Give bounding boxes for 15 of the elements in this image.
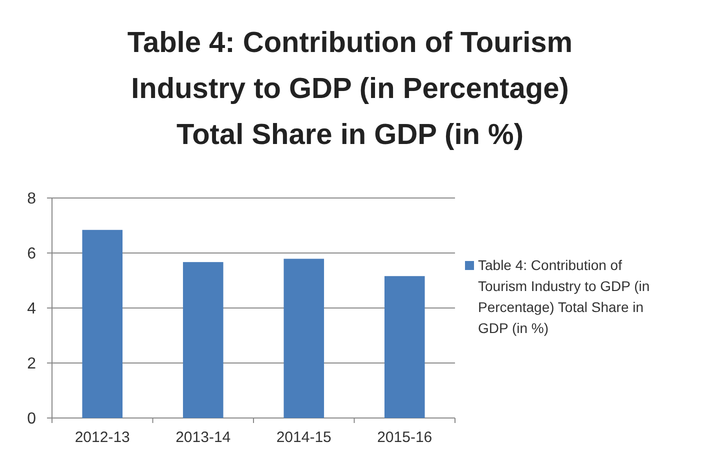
y-tick-label: 4 xyxy=(27,300,36,318)
x-tick-label: 2015-16 xyxy=(377,429,432,446)
bar xyxy=(182,262,224,418)
x-tick-label: 2013-14 xyxy=(176,429,231,446)
y-tick-label: 8 xyxy=(27,190,36,208)
x-tick-label: 2014-15 xyxy=(276,429,332,446)
x-tick-label: 2012-13 xyxy=(74,429,130,446)
y-tick-label: 2 xyxy=(27,356,36,373)
chart-title: Table 4: Contribution of Tourism Industry to GDP (in Percentage) Total Share in GDP (in %) xyxy=(127,27,573,151)
y-tick-label: 0 xyxy=(27,410,36,428)
legend-label: Table 4: Contribution of Tourism Industry to GDP (in Percentage) Total Share in GDP (in %) xyxy=(478,257,650,336)
bar xyxy=(384,276,425,418)
y-tick-label: 6 xyxy=(27,246,36,263)
bar xyxy=(284,258,324,418)
bar xyxy=(82,230,123,418)
